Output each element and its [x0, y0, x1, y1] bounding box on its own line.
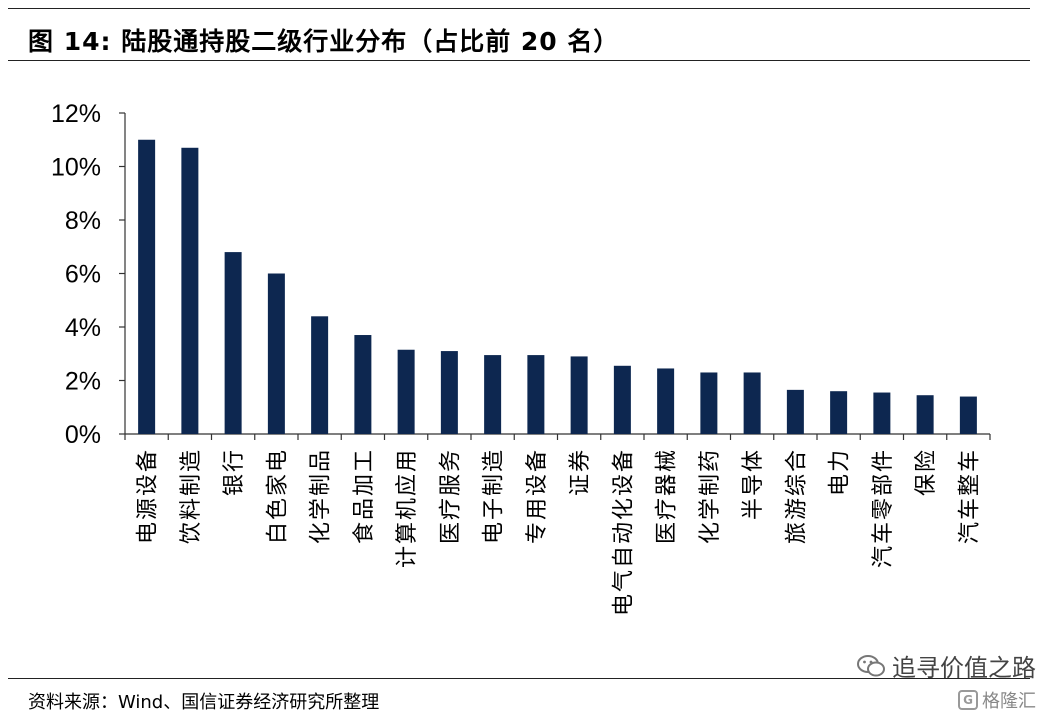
- bar: [181, 147, 199, 434]
- bar: [613, 365, 631, 434]
- top-rule: [8, 8, 1030, 9]
- bar: [657, 368, 675, 434]
- watermark: 追寻价值之路 G 格隆汇: [856, 648, 1036, 713]
- x-tick-label: 医疗器械: [655, 448, 680, 544]
- wechat-icon: [857, 654, 885, 676]
- y-tick-label: 12%: [51, 100, 101, 128]
- title-rule: [8, 60, 1030, 61]
- y-tick-label: 0%: [65, 421, 101, 449]
- x-tick-label: 证券: [568, 448, 593, 496]
- x-tick-label: 化学制品: [309, 448, 334, 544]
- bar: [440, 351, 458, 434]
- x-axis: [124, 433, 991, 440]
- watermark-text: 追寻价值之路: [892, 654, 1036, 682]
- bar: [959, 396, 977, 434]
- bar: [484, 355, 502, 434]
- bar: [224, 252, 242, 434]
- y-tick-label: 10%: [51, 154, 101, 182]
- bottom-rule: [8, 678, 1030, 679]
- x-tick-label: 电子制造: [482, 448, 507, 544]
- y-tick-label: 2%: [65, 368, 101, 396]
- gelonghui-logo-icon: G: [958, 690, 978, 710]
- y-tick-label: 4%: [65, 314, 101, 342]
- bar: [311, 316, 329, 434]
- x-tick-label: 专用设备: [525, 448, 550, 544]
- x-tick-label: 银行: [222, 448, 247, 496]
- bar: [830, 391, 848, 434]
- x-tick-label: 汽车整车: [957, 448, 982, 544]
- bar: [267, 273, 285, 434]
- bar: [570, 356, 588, 434]
- x-tick-label: 白色家电: [265, 448, 290, 544]
- bar: [743, 372, 761, 434]
- bar: [397, 349, 415, 434]
- x-tick-label: 食品加工: [352, 448, 377, 544]
- x-tick-label: 半导体: [741, 448, 766, 520]
- x-tick-labels: 电源设备 饮料制造 银行 白色家电 化学制品 食品加工 计算机应用 医疗服务 电子制造 专用设备证…: [136, 448, 983, 616]
- y-tick-label: 8%: [65, 207, 101, 235]
- bars: [138, 139, 977, 434]
- bar: [916, 395, 934, 434]
- x-tick-label: 汽车零部件: [871, 448, 896, 568]
- watermark-sub-text: 格隆汇: [982, 691, 1036, 712]
- x-tick-label: 饮料制造: [179, 448, 204, 544]
- x-tick-label: 计算机应用: [395, 448, 420, 568]
- bar: [527, 355, 545, 434]
- x-tick-label: 电力: [828, 448, 853, 496]
- bar-chart: 0% 2% 4% 6% 8% 10% 12% 电源设备 饮料制造 银行 白色家电 化学制品 食品加工计…: [51, 100, 991, 616]
- figure-title: 图 14: 陆股通持股二级行业分布（占比前 20 名）: [28, 27, 620, 56]
- bar: [354, 335, 372, 434]
- x-tick-label: 化学制药: [698, 448, 723, 544]
- bar: [786, 389, 804, 434]
- source-note: 资料来源：Wind、国信证券经济研究所整理: [28, 692, 380, 713]
- x-tick-label: 旅游综合: [784, 448, 809, 544]
- bar: [873, 392, 891, 434]
- y-tick-label: 6%: [65, 261, 101, 289]
- x-tick-label: 保险: [914, 448, 939, 496]
- x-tick-label: 医疗服务: [438, 448, 463, 544]
- bar: [700, 372, 718, 434]
- y-axis: 0% 2% 4% 6% 8% 10% 12%: [51, 100, 126, 449]
- bar: [138, 139, 156, 434]
- x-tick-label: 电源设备: [136, 448, 161, 544]
- x-tick-label: 电气自动化设备: [611, 448, 636, 616]
